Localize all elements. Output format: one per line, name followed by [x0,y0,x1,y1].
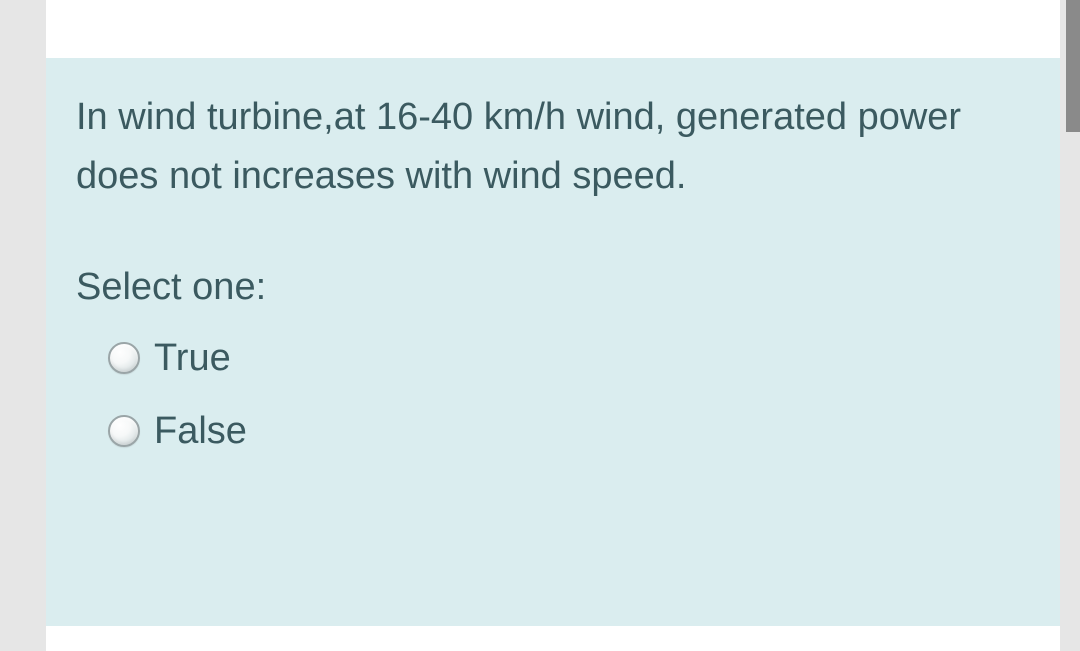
scrollbar-thumb[interactable] [1066,0,1080,132]
options-group: True False [108,337,1030,453]
option-label: True [154,337,231,380]
select-one-label: Select one: [76,266,1030,309]
page-frame: In wind turbine,at 16-40 km/h wind, gene… [0,0,1080,651]
card-footer-gap [46,626,1060,651]
option-false[interactable]: False [108,410,1030,453]
question-text: In wind turbine,at 16-40 km/h wind, gene… [76,88,1030,206]
card-header-gap [46,0,1060,58]
radio-icon[interactable] [108,342,140,374]
option-label: False [154,410,247,453]
radio-icon[interactable] [108,415,140,447]
option-true[interactable]: True [108,337,1030,380]
question-card: In wind turbine,at 16-40 km/h wind, gene… [46,58,1060,626]
